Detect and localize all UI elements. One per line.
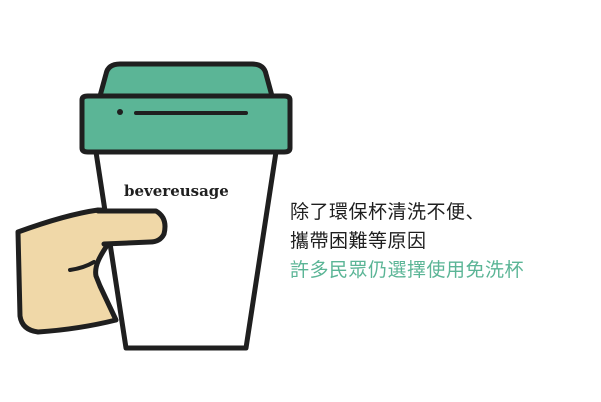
caption-line-3: 許多民眾仍選擇使用免洗杯 — [290, 259, 525, 281]
caption-line-2: 攜帶困難等原因 — [290, 230, 427, 252]
hand-finger — [95, 208, 168, 247]
caption: 除了環保杯清洗不便、 攜帶困難等原因 許多民眾仍選擇使用免洗杯 — [290, 198, 595, 285]
cup-lid-top — [97, 61, 275, 99]
caption-line-1: 除了環保杯清洗不便、 — [290, 201, 486, 223]
cup-lid-rim — [79, 93, 293, 155]
lid-dot — [117, 109, 123, 115]
cup-brand-label: bevereusage — [124, 182, 229, 200]
hand-crease — [68, 260, 96, 272]
